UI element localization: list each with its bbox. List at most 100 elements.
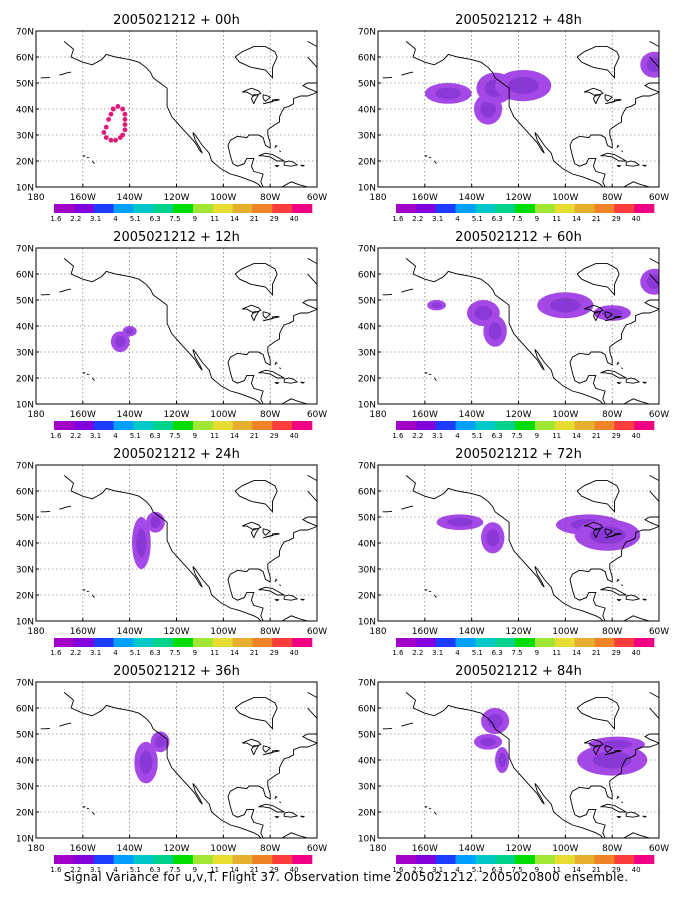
- colorbar-label: 5.1: [472, 649, 483, 657]
- lon-label: 60W: [307, 844, 327, 854]
- coastline: [604, 94, 613, 102]
- coastline: [569, 56, 659, 187]
- lat-label: 20N: [358, 592, 376, 602]
- lat-label: 10N: [358, 618, 376, 628]
- lat-label: 60N: [16, 705, 34, 715]
- coastline: [234, 697, 278, 730]
- colorbar-label: 11: [552, 215, 561, 223]
- signal-core: [431, 302, 442, 309]
- lon-label: 80W: [260, 193, 280, 203]
- signal-core: [646, 57, 659, 72]
- coastline: [405, 258, 604, 404]
- coastline: [280, 832, 315, 838]
- colorbar-label: 21: [250, 432, 259, 440]
- flight-track-point: [122, 117, 128, 122]
- colorbar-swatch: [192, 421, 214, 430]
- coastline: [87, 373, 90, 376]
- lon-label: 160W: [412, 627, 438, 637]
- colorbar-label: 1.6: [392, 866, 404, 874]
- lat-label: 70N: [16, 462, 34, 472]
- coastline: [616, 144, 620, 149]
- lat-label: 30N: [358, 132, 376, 142]
- coastline: [59, 288, 72, 293]
- coastline: [279, 801, 282, 804]
- colorbar-swatch: [534, 421, 556, 430]
- flight-track-point: [101, 130, 107, 135]
- colorbar-label: 9: [535, 215, 539, 223]
- coastline: [429, 373, 432, 376]
- coastline: [262, 98, 280, 105]
- coastline: [424, 155, 428, 157]
- signal-core: [601, 740, 633, 749]
- lat-label: 10N: [358, 401, 376, 411]
- coastline: [616, 361, 620, 366]
- lon-label: 60W: [649, 844, 669, 854]
- lat-label: 40N: [358, 323, 376, 333]
- colorbar-swatch: [435, 855, 456, 864]
- colorbar-swatch: [614, 855, 635, 864]
- colorbar-label: 7.5: [511, 215, 522, 223]
- coastline: [250, 528, 260, 538]
- coastline: [424, 806, 428, 808]
- lon-label: 120W: [505, 627, 531, 637]
- colorbar-label: 4: [455, 866, 460, 874]
- colorbar-swatch: [113, 638, 134, 647]
- lon-label: 80W: [260, 844, 280, 854]
- lon-label: 140W: [459, 844, 485, 854]
- signal-core: [488, 322, 502, 340]
- lon-label: 80W: [602, 627, 622, 637]
- coastline: [424, 589, 428, 591]
- colorbar-swatch: [54, 855, 75, 864]
- map-panel-6: 2005021212 + 72h 70N 60N 50N 40N 30N 20N 10N180…: [358, 447, 669, 657]
- colorbar-swatch: [212, 638, 233, 647]
- coastline: [274, 815, 280, 819]
- coastline: [283, 160, 299, 167]
- lat-label: 30N: [358, 566, 376, 576]
- lat-label: 20N: [358, 809, 376, 819]
- colorbar-label: 40: [632, 432, 641, 440]
- coastline: [401, 722, 414, 727]
- colorbar-label: 4: [113, 649, 118, 657]
- colorbar-label: 3.1: [90, 649, 101, 657]
- colorbar-swatch: [634, 638, 655, 647]
- colorbar-label: 4: [113, 215, 118, 223]
- signal-core: [139, 751, 153, 775]
- lon-label: 180: [27, 410, 44, 420]
- colorbar-swatch: [435, 638, 456, 647]
- colorbar-swatch: [232, 855, 253, 864]
- coastline: [262, 749, 280, 756]
- coastline: [583, 738, 604, 748]
- colorbar-swatch: [634, 421, 655, 430]
- lat-label: 60N: [358, 54, 376, 64]
- lon-label: 180: [369, 410, 386, 420]
- colorbar-label: 5.1: [472, 432, 483, 440]
- signal-core: [125, 328, 134, 335]
- colorbar-swatch: [634, 855, 655, 864]
- coastline: [661, 79, 675, 91]
- colorbar-label: 6.3: [492, 432, 503, 440]
- colorbar: 1.6 2.2 3.1 4 5.1 6.3 7.5 9 11 14 21 29 40: [392, 204, 655, 223]
- colorbar-swatch: [396, 855, 417, 864]
- lat-label: 50N: [358, 514, 376, 524]
- colorbar-label: 3.1: [432, 866, 443, 874]
- lon-label: 140W: [117, 627, 143, 637]
- coastline: [649, 41, 659, 48]
- lat-label: 70N: [358, 462, 376, 472]
- lon-label: 60W: [307, 193, 327, 203]
- signal-core: [154, 736, 166, 748]
- coastline: [227, 273, 317, 404]
- lat-label: 50N: [16, 731, 34, 741]
- colorbar-swatch: [574, 204, 595, 213]
- lon-label: 140W: [459, 193, 485, 203]
- colorbar-swatch: [455, 855, 476, 864]
- lon-label: 160W: [70, 193, 96, 203]
- colorbar-swatch: [594, 855, 615, 864]
- coastline: [258, 369, 285, 379]
- coastline: [274, 578, 278, 583]
- colorbar-label: 29: [612, 432, 621, 440]
- colorbar-label: 11: [210, 215, 219, 223]
- colorbar-label: 21: [250, 649, 259, 657]
- flight-track-point: [122, 111, 128, 117]
- coastline: [279, 584, 282, 587]
- coastline: [604, 745, 613, 753]
